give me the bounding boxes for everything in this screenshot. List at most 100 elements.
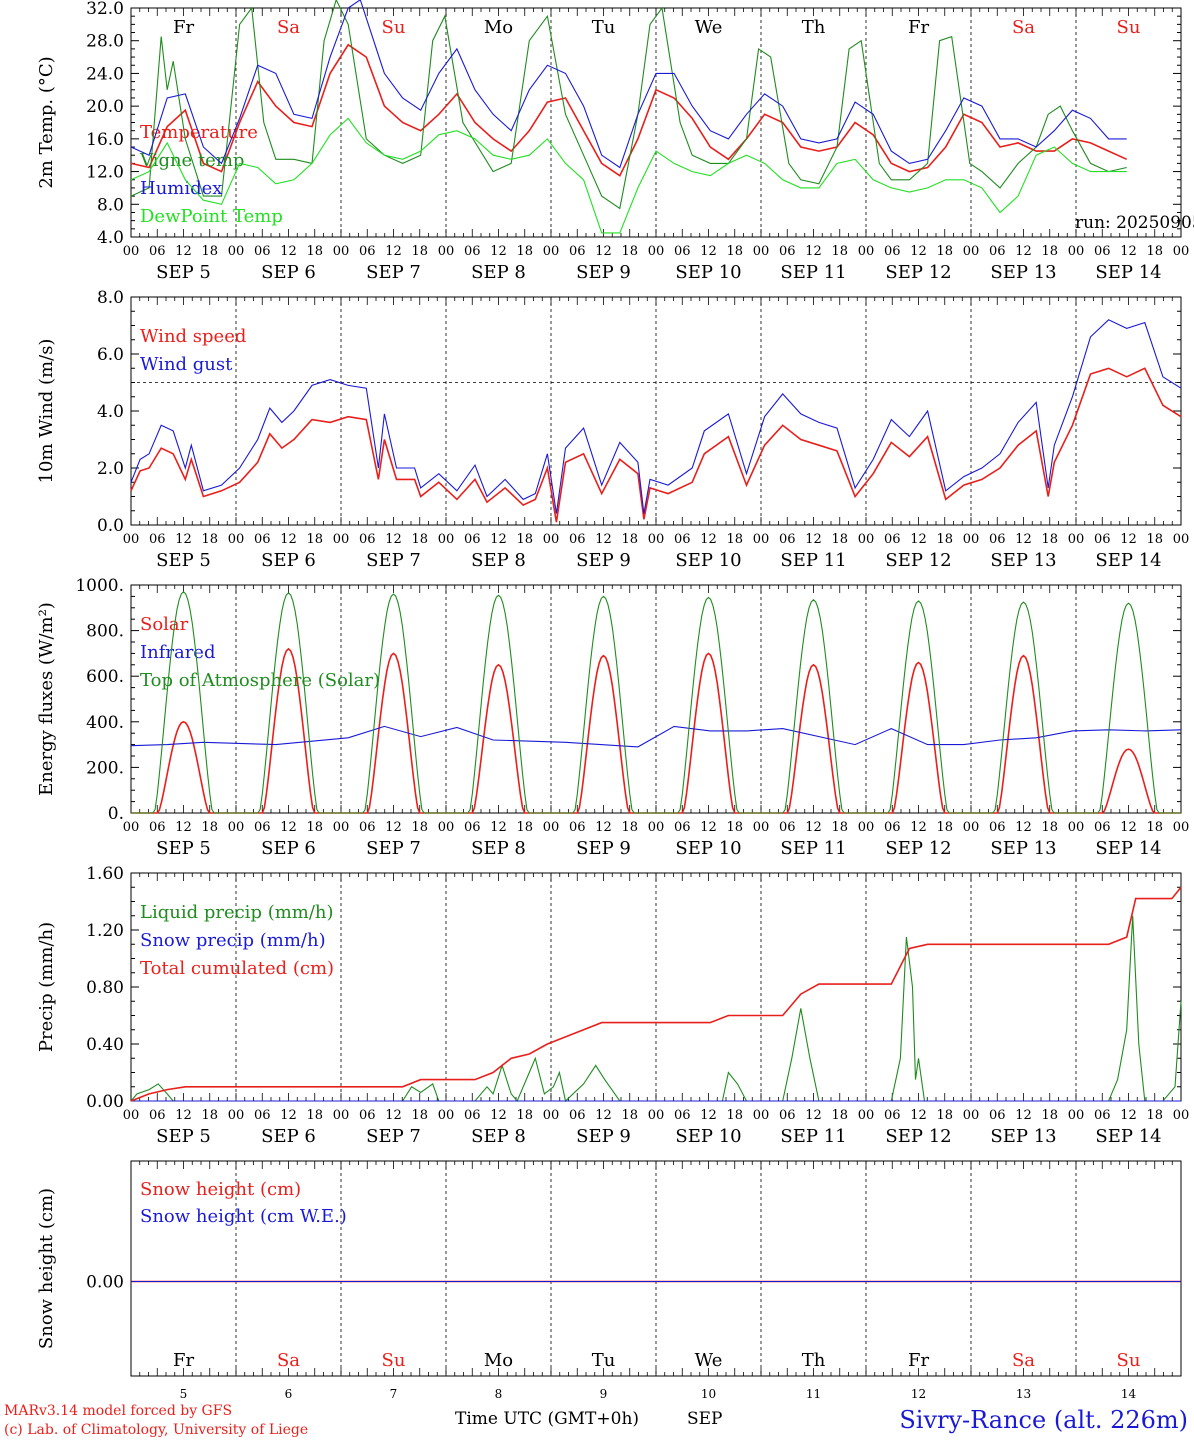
hour-label: 00 <box>753 244 770 259</box>
hour-label: 06 <box>779 532 796 547</box>
hour-label: 12 <box>1120 820 1137 835</box>
hour-label: 06 <box>1094 820 1111 835</box>
series-line-2 <box>130 319 1182 514</box>
hour-label: 18 <box>936 244 953 259</box>
hour-label: 00 <box>333 244 350 259</box>
hour-label: 12 <box>805 532 822 547</box>
date-label: SEP 6 <box>261 838 316 859</box>
hour-label: 12 <box>490 532 507 547</box>
hour-label: 06 <box>569 1108 586 1123</box>
y-tick-label: 1.20 <box>86 921 124 941</box>
date-label: SEP 10 <box>675 1126 741 1147</box>
hour-label: 00 <box>1068 820 1085 835</box>
date-label: SEP 9 <box>576 1126 631 1147</box>
hour-label: 00 <box>438 532 455 547</box>
hour-label: 12 <box>595 820 612 835</box>
hour-label: 12 <box>910 244 927 259</box>
hour-label: 12 <box>490 820 507 835</box>
hour-label: 12 <box>385 532 402 547</box>
day-name: Mo <box>484 17 513 38</box>
panel-1: 4.0 8.0 12.0 16.0 20.0 24.0 28.0 32.0 2m Temp. (… <box>36 0 1189 283</box>
hour-label: 18 <box>726 532 743 547</box>
hour-label: 18 <box>936 532 953 547</box>
hour-label: 12 <box>280 1108 297 1123</box>
day-name: Fr <box>173 17 194 38</box>
hour-label: 12 <box>385 244 402 259</box>
hour-label: 12 <box>1120 244 1137 259</box>
hour-label: 00 <box>123 532 140 547</box>
y-tick-label: 8.0 <box>97 288 124 308</box>
hour-label: 12 <box>175 532 192 547</box>
legend-entry: Wind gust <box>140 354 233 375</box>
hour-label: 00 <box>543 1108 560 1123</box>
hour-label: 18 <box>1041 532 1058 547</box>
hour-label: 12 <box>700 532 717 547</box>
hour-label: 00 <box>543 820 560 835</box>
hour-label: 06 <box>359 532 376 547</box>
y-tick-label: 0.80 <box>86 978 124 998</box>
hour-label: 18 <box>936 820 953 835</box>
day-name: Su <box>1117 1350 1141 1371</box>
hour-label: 06 <box>674 244 691 259</box>
day-name: Mo <box>484 1350 513 1371</box>
date-label: SEP 11 <box>780 1126 846 1147</box>
day-name: Sa <box>1012 17 1035 38</box>
series-line-1 <box>130 367 1182 523</box>
hour-label: 18 <box>1146 1108 1163 1123</box>
hour-label: 12 <box>910 1108 927 1123</box>
date-label: SEP 6 <box>261 550 316 571</box>
y-axis-label: Snow height (cm) <box>36 1188 57 1349</box>
hour-label: 00 <box>438 244 455 259</box>
hour-label: 18 <box>1041 1108 1058 1123</box>
hour-label: 00 <box>963 1108 980 1123</box>
hour-label: 18 <box>831 1108 848 1123</box>
date-label: SEP 5 <box>156 262 211 283</box>
y-tick-label: 200. <box>86 758 124 778</box>
y-tick-label: 32.0 <box>86 0 124 19</box>
y-tick-label: 28.0 <box>86 32 124 52</box>
day-name: We <box>695 1350 723 1371</box>
date-label: SEP 11 <box>780 550 846 571</box>
hour-label: 12 <box>700 244 717 259</box>
date-label: SEP 8 <box>471 262 526 283</box>
legend-entry: Total cumulated (cm) <box>140 958 334 979</box>
legend-entry: Top of Atmosphere (Solar) <box>140 670 380 691</box>
meteogram-panels: 4.0 8.0 12.0 16.0 20.0 24.0 28.0 32.0 2m Temp. (… <box>36 0 1189 1401</box>
day-number: 6 <box>285 1387 293 1401</box>
hour-label: 00 <box>228 820 245 835</box>
date-label: SEP 10 <box>675 262 741 283</box>
y-tick-label: 4.0 <box>97 402 124 422</box>
panel-4: 0.00 0.40 0.80 1.20 1.60 Precip (mm/h) Liquid … <box>36 864 1189 1147</box>
hour-label: 18 <box>621 532 638 547</box>
y-tick-label: 4.0 <box>97 228 124 248</box>
legend-entry: Snow height (cm) <box>140 1179 301 1200</box>
hour-label: 00 <box>1068 244 1085 259</box>
hour-label: 00 <box>858 1108 875 1123</box>
y-tick-label: 24.0 <box>86 64 124 84</box>
hour-label: 06 <box>1094 532 1111 547</box>
hour-label: 18 <box>726 244 743 259</box>
hour-label: 06 <box>1094 1108 1111 1123</box>
hour-label: 18 <box>201 532 218 547</box>
hour-label: 06 <box>569 532 586 547</box>
legend-entry: Solar <box>140 614 189 635</box>
hour-label: 06 <box>149 1108 166 1123</box>
day-name: Fr <box>908 17 929 38</box>
panel-5: 0.00 Snow height (cm) Snow height (cm) Snow… <box>36 1160 1182 1401</box>
day-name: Sa <box>277 1350 300 1371</box>
hour-label: 12 <box>910 532 927 547</box>
day-name: Fr <box>908 1350 929 1371</box>
legend-entry: Infrared <box>140 642 215 663</box>
y-tick-label: 0.00 <box>86 1273 124 1293</box>
panel-2: 0.0 2.0 4.0 6.0 8.0 10m Wind (m/s) Wind speed W… <box>36 288 1189 571</box>
hour-label: 12 <box>175 244 192 259</box>
y-tick-label: 0. <box>108 804 124 824</box>
hour-label: 12 <box>595 1108 612 1123</box>
hour-label: 18 <box>621 1108 638 1123</box>
hour-label: 06 <box>674 820 691 835</box>
hour-label: 12 <box>1015 1108 1032 1123</box>
hour-label: 18 <box>1146 820 1163 835</box>
hour-label: 00 <box>648 1108 665 1123</box>
y-tick-label: 0.00 <box>86 1092 124 1112</box>
hour-label: 18 <box>201 820 218 835</box>
